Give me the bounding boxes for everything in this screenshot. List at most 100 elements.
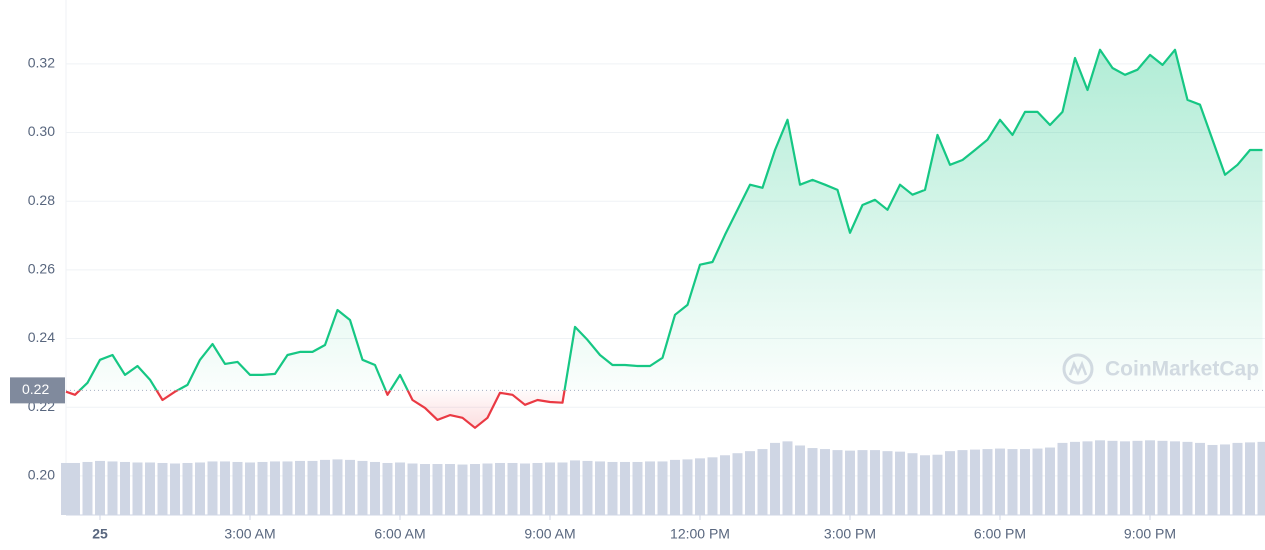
volume-bar (1107, 440, 1118, 515)
volume-bar (882, 451, 893, 515)
volume-bar (370, 461, 380, 515)
volume-bar (470, 464, 480, 515)
volume-bar (795, 445, 805, 515)
volume-bar (195, 462, 205, 515)
volume-bar (595, 461, 605, 515)
volume-bar (1132, 440, 1143, 515)
volume-bar (1020, 449, 1030, 515)
volume-bar (1182, 441, 1193, 515)
volume-bar (357, 460, 368, 515)
line-layer (65, 48, 1265, 429)
volume-bar (932, 454, 943, 515)
volume-bar (1145, 440, 1155, 515)
volume-bar (232, 461, 243, 515)
volume-bar (782, 441, 793, 515)
area-up (79, 49, 1263, 391)
volume-bar (895, 451, 905, 515)
volume-bar (1195, 442, 1205, 515)
volume-bar (1095, 440, 1105, 515)
volume-bar (845, 450, 855, 515)
volume-bar (707, 457, 718, 515)
watermark-logo-mark (1068, 360, 1088, 377)
volume-bar (982, 449, 993, 515)
volume-bar (520, 463, 530, 515)
volume-bar (1257, 441, 1265, 515)
volume-bar (282, 461, 293, 515)
volume-bar (1082, 441, 1093, 515)
y-tick-label: 0.32 (28, 55, 55, 71)
volume-layer (61, 440, 1265, 515)
volume-bar (482, 463, 493, 515)
volume-bar (507, 462, 518, 515)
volume-bar (332, 459, 343, 515)
volume-bar (257, 461, 268, 515)
volume-bar (245, 462, 255, 515)
axis-layer: 0.20 0.22 0.24 0.26 0.28 0.30 0.32 25 3:00 AM 6:0… (10, 55, 1259, 542)
volume-bar (382, 462, 393, 515)
volume-bar (607, 461, 618, 515)
volume-bar (770, 442, 780, 515)
x-tick-label: 12:00 PM (670, 526, 730, 542)
volume-bar (857, 450, 868, 515)
volume-bar (720, 455, 730, 515)
volume-bar (182, 462, 193, 515)
volume-bar (532, 462, 543, 515)
volume-bar (695, 458, 705, 515)
volume-bar (95, 460, 105, 515)
volume-bar (1157, 440, 1168, 515)
volume-bar (457, 464, 468, 515)
volume-bar (445, 464, 455, 515)
x-tick-label: 3:00 AM (224, 526, 275, 542)
volume-bar (1170, 441, 1180, 515)
price-line-up (78, 48, 1263, 391)
volume-bar (107, 461, 118, 515)
volume-bar (645, 461, 655, 515)
volume-bar (70, 462, 80, 515)
x-tick-label: 9:00 PM (1124, 526, 1176, 542)
volume-bar (345, 459, 355, 515)
watermark-text: CoinMarketCap (1105, 358, 1259, 381)
volume-bar (807, 448, 818, 515)
volume-bar (620, 461, 630, 515)
volume-bar (1245, 442, 1255, 515)
volume-bar (670, 459, 680, 515)
volume-bar (632, 461, 643, 515)
y-tick-label: 0.30 (28, 123, 55, 139)
volume-bar (1057, 442, 1068, 515)
volume-bar (682, 459, 693, 515)
volume-bar (295, 460, 305, 515)
volume-bar (432, 464, 443, 515)
y-tick-label: 0.28 (28, 192, 55, 208)
volume-bar (1070, 441, 1080, 515)
volume-bar (82, 461, 93, 515)
volume-bar (61, 462, 71, 515)
volume-bar (145, 462, 155, 515)
volume-bar (1045, 447, 1055, 515)
volume-bar (407, 463, 418, 515)
baseline-label: 0.22 (22, 381, 49, 397)
volume-bar (1007, 449, 1018, 515)
volume-bar (570, 460, 580, 515)
volume-bar (870, 450, 880, 515)
baseline-label-box (10, 377, 65, 404)
volume-bar (832, 450, 843, 515)
x-tick-label: 3:00 PM (824, 526, 876, 542)
area-layer (66, 49, 1263, 428)
volume-bar (995, 448, 1005, 515)
watermark-logo (1062, 353, 1094, 385)
volume-bar (957, 450, 968, 515)
volume-bar (307, 460, 318, 515)
volume-bar (970, 449, 980, 515)
volume-bar (120, 461, 130, 515)
y-tick-label: 0.24 (28, 329, 55, 345)
volume-bar (745, 451, 755, 515)
volume-bar (320, 459, 330, 515)
volume-bar (207, 461, 218, 515)
volume-bar (1120, 441, 1130, 515)
volume-bar (582, 460, 593, 515)
volume-bar (545, 462, 555, 515)
volume-bar (557, 462, 568, 515)
volume-bar (907, 453, 918, 515)
